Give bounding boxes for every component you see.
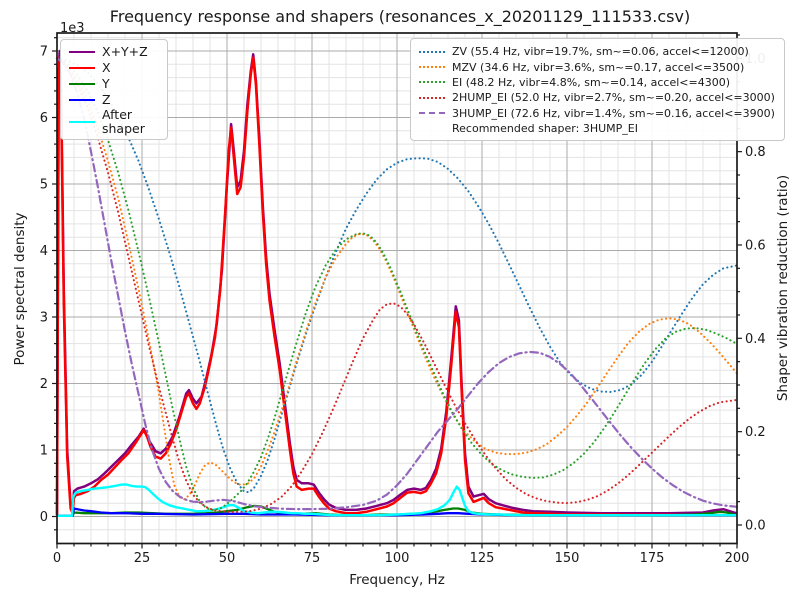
- legend-label: After shaper: [102, 107, 145, 136]
- chart-title: Frequency response and shapers (resonanc…: [109, 7, 691, 26]
- tick-label: 0.6: [745, 238, 766, 253]
- legend-item-3hump-ei: 3HUMP_EI (72.6 Hz, vibr=1.4%, sm~=0.16, …: [419, 106, 775, 121]
- legend-label: Z: [102, 92, 111, 108]
- legend-recommended-shaper: Recommended shaper: 3HUMP_EI: [419, 121, 775, 136]
- y-axis-scale-offset: 1e3: [60, 21, 85, 36]
- legend-item-x: X: [69, 60, 158, 76]
- series-mzv: [55, 57, 739, 501]
- legend-item-after-shaper: After shaper: [69, 108, 158, 135]
- series-zv: [55, 57, 739, 494]
- tick-label: 75: [304, 551, 321, 566]
- tick-label: 6: [40, 111, 48, 126]
- legend-item-y: Y: [69, 76, 158, 92]
- series-2hump-ei: [55, 57, 739, 513]
- line-swatch-after-shaper: [69, 120, 95, 123]
- legend-label: MZV (34.6 Hz, vibr=3.6%, sm~=0.17, accel…: [452, 60, 745, 74]
- legend-label: X: [102, 60, 111, 76]
- legend-item-2hump-ei: 2HUMP_EI (52.0 Hz, vibr=2.7%, sm~=0.20, …: [419, 90, 775, 105]
- legend-label: ZV (55.4 Hz, vibr=19.7%, sm~=0.06, accel…: [452, 45, 749, 59]
- line-swatch-x: [69, 67, 95, 69]
- legend-item-z: Z: [69, 92, 158, 108]
- series-ei: [55, 57, 739, 512]
- tick-label: 150: [555, 551, 580, 566]
- series-x: [55, 56, 737, 517]
- tick-label: 200: [725, 551, 750, 566]
- legend-item-mzv: MZV (34.6 Hz, vibr=3.6%, sm~=0.17, accel…: [419, 59, 775, 74]
- series-after-shaper: [57, 483, 737, 517]
- tick-labels: 0 25 50 75 100 125 150 175 200 0 1 2 3 4 5 6 7 0.0 0.2 0.4 0…: [40, 45, 766, 567]
- tick-label: 25: [134, 551, 151, 566]
- series-3hump-ei: [55, 57, 739, 511]
- x-axis-label: Frequency, Hz: [349, 572, 445, 588]
- ticks: [52, 34, 742, 549]
- tick-label: 100: [385, 551, 410, 566]
- tick-label: 0: [53, 551, 61, 566]
- tick-label: 0.4: [745, 332, 766, 347]
- tick-label: 1: [40, 444, 48, 459]
- tick-label: 0.0: [745, 519, 766, 534]
- legend-item-zv: ZV (55.4 Hz, vibr=19.7%, sm~=0.06, accel…: [419, 44, 775, 59]
- legend-label: X+Y+Z: [102, 44, 148, 60]
- line-swatch-2hump-ei: [419, 96, 445, 99]
- line-swatch-zv: [419, 50, 445, 53]
- line-swatch-y: [69, 83, 95, 85]
- legend-label: Y: [102, 76, 110, 92]
- tick-label: 7: [40, 45, 48, 60]
- tick-label: 0: [40, 510, 48, 525]
- line-swatch-ei: [419, 81, 445, 84]
- y-axis-label-right: Shaper vibration reduction (ratio): [775, 174, 791, 402]
- line-swatch-mzv: [419, 66, 445, 69]
- legend-label: EI (48.2 Hz, vibr=4.8%, sm~=0.14, accel<…: [452, 75, 730, 89]
- tick-label: 5: [40, 178, 48, 193]
- legend-psd: X+Y+Z X Y Z After shaper: [60, 39, 168, 140]
- tick-label: 125: [470, 551, 495, 566]
- tick-label: 0.8: [745, 145, 766, 160]
- legend-item-ei: EI (48.2 Hz, vibr=4.8%, sm~=0.14, accel<…: [419, 75, 775, 90]
- tick-label: 0.2: [745, 425, 766, 440]
- y-axis-label-left: Power spectral density: [12, 212, 28, 366]
- legend-shapers: ZV (55.4 Hz, vibr=19.7%, sm~=0.06, accel…: [410, 38, 785, 142]
- tick-label: 4: [40, 244, 48, 259]
- tick-label: 175: [640, 551, 665, 566]
- legend-label: 2HUMP_EI (52.0 Hz, vibr=2.7%, sm~=0.20, …: [452, 91, 775, 105]
- tick-label: 3: [40, 311, 48, 326]
- line-swatch-xyz: [69, 51, 95, 53]
- line-swatch-3hump-ei: [419, 112, 445, 115]
- legend-label: 3HUMP_EI (72.6 Hz, vibr=1.4%, sm~=0.16, …: [452, 106, 775, 120]
- recommended-shaper-text: Recommended shaper: 3HUMP_EI: [452, 122, 638, 136]
- legend-item-xyz: X+Y+Z: [69, 44, 158, 60]
- grid-minor: [57, 33, 737, 544]
- line-swatch-z: [69, 99, 95, 101]
- tick-label: 50: [219, 551, 236, 566]
- tick-label: 2: [40, 377, 48, 392]
